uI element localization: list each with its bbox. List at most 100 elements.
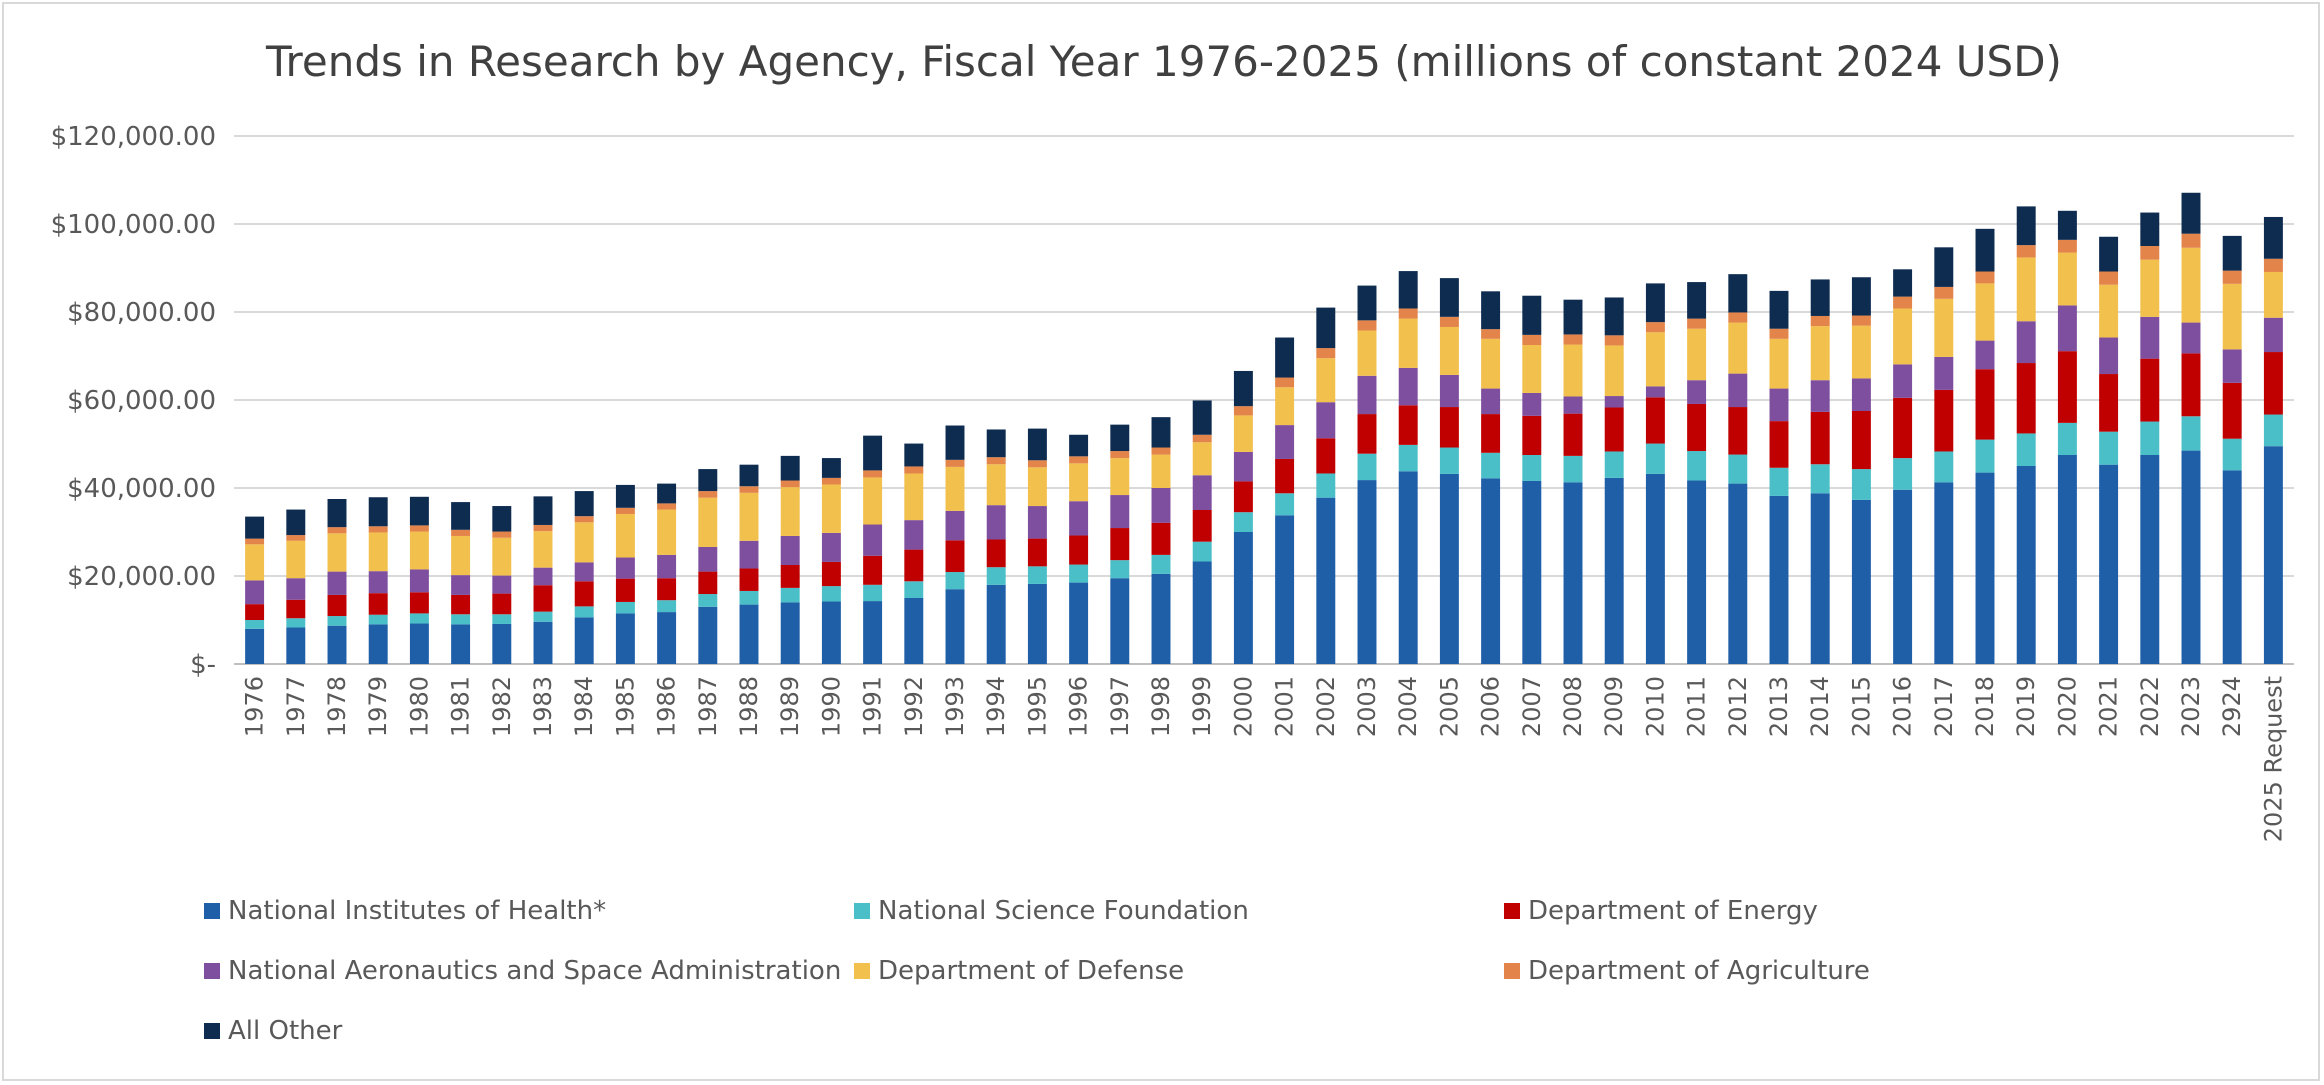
bar-segment (1975, 369, 1995, 440)
bar-segment (492, 531, 512, 538)
x-tick-label: 2011 (1683, 676, 1711, 737)
bar-segment (368, 593, 388, 615)
bar-segment (986, 539, 1006, 568)
x-tick-label: 2006 (1477, 676, 1505, 737)
y-tick-label: $60,000.00 (67, 386, 216, 416)
bar-segment (327, 527, 347, 534)
bar-segment (327, 625, 347, 664)
legend-swatch (854, 963, 870, 979)
x-tick-label: 1988 (735, 676, 763, 737)
bar-segment (1522, 345, 1542, 393)
bar-segment (2140, 358, 2160, 422)
legend-label: Department of Agriculture (1528, 956, 1870, 986)
bar-segment (245, 516, 265, 539)
bar-segment (368, 526, 388, 533)
bar-segment (1481, 478, 1501, 664)
bar-segment (1357, 375, 1377, 415)
x-tick-label: 2013 (1765, 676, 1793, 737)
bar-segment (1687, 403, 1707, 452)
bar-segment (1233, 481, 1253, 513)
bar-segment (1110, 451, 1130, 459)
legend-item: National Institutes of Health* (204, 896, 606, 926)
x-tick-label: 2023 (2177, 676, 2205, 737)
bar-segment (1604, 335, 1624, 346)
bar-segment (1563, 413, 1583, 456)
x-tick-label: 1979 (364, 676, 392, 737)
x-tick-label: 1981 (447, 676, 475, 737)
bar-stack-1977 (286, 509, 306, 664)
bar-segment (1604, 297, 1624, 336)
bar-stack-2012 (1728, 274, 1748, 664)
bar-segment (1481, 291, 1501, 330)
x-tick-label: 1978 (323, 676, 351, 737)
bar-segment (821, 532, 841, 562)
bar-segment (1110, 560, 1130, 579)
bar-segment (2222, 235, 2242, 271)
bar-stack-2003 (1357, 285, 1377, 664)
bar-stack-2000 (1233, 370, 1253, 664)
bar-segment (2099, 374, 2119, 432)
bar-stack-1994 (986, 429, 1006, 664)
bar-segment (986, 429, 1006, 458)
bar-segment (1357, 453, 1377, 481)
bar-segment (657, 509, 677, 555)
x-tick-label: 1990 (817, 676, 845, 737)
bar-segment (2263, 317, 2283, 353)
bar-segment (739, 568, 759, 591)
bar-segment (863, 524, 883, 556)
x-tick-label: 1980 (405, 676, 433, 737)
legend-item: All Other (204, 1016, 343, 1046)
bar-stack-1984 (574, 491, 594, 664)
bar-segment (574, 581, 594, 607)
bar-segment (1481, 329, 1501, 339)
bar-segment (1439, 326, 1459, 375)
bar-segment (409, 592, 429, 614)
bar-segment (780, 565, 800, 588)
x-tick-label: 1976 (241, 676, 269, 737)
x-tick-label: 2016 (1889, 676, 1917, 737)
bar-segment (1728, 454, 1748, 484)
bar-segment (1233, 532, 1253, 664)
bar-segment (615, 484, 635, 508)
x-tick-label: 1982 (488, 676, 516, 737)
bar-segment (2181, 192, 2201, 234)
bar-segment (698, 469, 718, 492)
bar-segment (904, 549, 924, 582)
bar-segment (1563, 396, 1583, 414)
bar-segment (1233, 406, 1253, 416)
bar-segment (657, 554, 677, 579)
bar-stack-1995 (1027, 428, 1047, 664)
legend-swatch (204, 1023, 220, 1039)
x-tick-label: 1999 (1188, 676, 1216, 737)
chart-title: Trends in Research by Agency, Fiscal Yea… (265, 37, 2062, 86)
bar-segment (698, 606, 718, 664)
legend-swatch (204, 903, 220, 919)
bar-segment (657, 503, 677, 510)
bar-segment (657, 612, 677, 664)
bar-segment (657, 578, 677, 601)
bar-segment (1975, 340, 1995, 370)
bar-segment (245, 620, 265, 629)
bar-segment (1439, 473, 1459, 664)
bar-segment (1233, 451, 1253, 482)
bar-segment (1769, 338, 1789, 389)
bar-segment (1398, 367, 1418, 406)
bar-stack-1993 (945, 425, 965, 664)
bar-segment (1110, 528, 1130, 561)
bar-segment (1645, 386, 1665, 398)
x-tick-label: 2022 (2136, 676, 2164, 737)
bar-segment (1481, 414, 1501, 453)
bar-segment (1192, 561, 1212, 664)
bar-segment (1398, 271, 1418, 309)
bar-segment (1687, 318, 1707, 329)
bar-segment (1645, 443, 1665, 474)
bar-segment (615, 613, 635, 664)
bar-segment (1769, 290, 1789, 329)
bar-segment (780, 480, 800, 488)
legend-item: National Aeronautics and Space Administr… (204, 956, 841, 986)
bar-segment (698, 594, 718, 607)
bar-segment (1563, 482, 1583, 664)
bar-segment (1769, 388, 1789, 422)
bar-segment (2181, 247, 2201, 323)
bar-segment (1316, 402, 1336, 439)
